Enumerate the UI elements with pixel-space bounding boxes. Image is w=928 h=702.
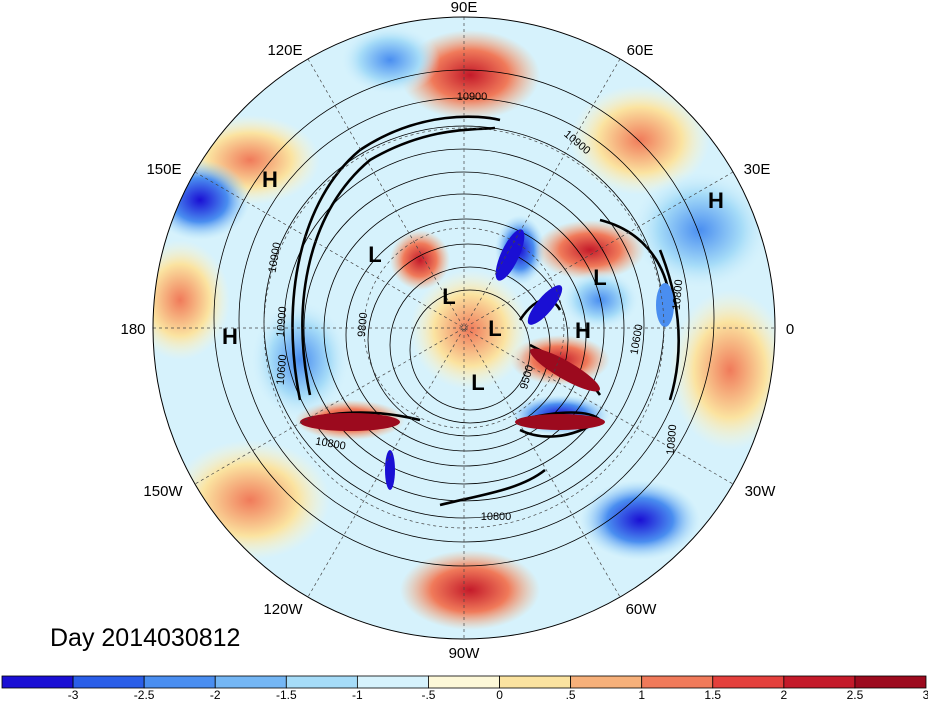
colorbar-swatch [641, 675, 714, 689]
contour-label: 9800 [356, 312, 370, 337]
lon-label-180: 180 [120, 321, 145, 338]
contour-label: 10800 [481, 511, 512, 523]
colorbar-tick-label: 1.5 [704, 688, 721, 702]
colorbar-swatch [570, 675, 643, 689]
colorbar-swatch [1, 675, 74, 689]
colorbar-swatch [428, 675, 500, 689]
colorbar-swatch [854, 675, 927, 689]
colorbar-tick-label: -2 [210, 688, 221, 702]
colorbar-tick-label: -2.5 [134, 688, 155, 702]
colorbar-swatch [72, 675, 145, 689]
colorbar-swatch [356, 675, 429, 689]
lon-label-30w: 30W [745, 483, 777, 500]
contour-label: 10600 [628, 323, 645, 355]
colorbar-tick-label: -1.5 [276, 688, 297, 702]
lon-label-60w: 60W [626, 601, 658, 618]
high-marker: H [262, 167, 278, 192]
low-marker: L [368, 242, 381, 267]
colorbar-tick-label: -.5 [421, 688, 435, 702]
colorbar-swatch [143, 675, 216, 689]
graticule [153, 17, 775, 639]
lon-label-120e: 120E [267, 42, 302, 59]
contour-label: 10800 [314, 435, 346, 452]
high-marker: H [575, 318, 591, 343]
longitude-labels: 90E 60E 30E 0 30W 60W 90W 120W 150W 180 … [120, 0, 794, 662]
low-marker: L [593, 265, 606, 290]
lon-label-0: 0 [786, 321, 794, 338]
contour-label: 10900 [266, 241, 283, 273]
colorbar-swatch [214, 675, 287, 689]
contour-label: 10900 [457, 91, 488, 103]
contour-label: 10800 [665, 424, 680, 456]
lon-label-90e: 90E [451, 0, 478, 16]
colorbar-swatch [783, 675, 856, 689]
low-marker: L [488, 316, 501, 341]
colorbar-swatch [499, 675, 572, 689]
colorbar: -3 -2.5 -2 -1.5 -1 -.5 0 .5 1 1.5 2 2.5 3 [1, 675, 928, 702]
contour-label: 10600 [275, 354, 290, 386]
lon-label-30e: 30E [744, 161, 771, 178]
high-marker: H [222, 324, 238, 349]
colorbar-tick-label: 2.5 [847, 688, 864, 702]
high-marker: H [708, 188, 724, 213]
colorbar-tick-label: .5 [566, 688, 576, 702]
colorbar-swatch [712, 675, 785, 689]
contour-label: 10900 [275, 306, 290, 338]
colorbar-tick-label: 1 [638, 688, 645, 702]
colorbar-tick-label: 3 [923, 688, 928, 702]
colorbar-tick-label: -3 [68, 688, 79, 702]
low-marker: L [471, 370, 484, 395]
lon-label-120w: 120W [263, 601, 303, 618]
day-label: Day 2014030812 [50, 624, 240, 652]
lon-label-150e: 150E [146, 161, 181, 178]
lon-label-90w: 90W [449, 645, 481, 662]
colorbar-tick-label: 2 [781, 688, 788, 702]
colorbar-tick-label: -1 [352, 688, 363, 702]
pressure-systems: H H H H L L L L L [222, 167, 724, 395]
map-boundary [152, 16, 776, 640]
low-marker: L [442, 284, 455, 309]
lon-label-60e: 60E [627, 42, 654, 59]
lon-label-150w: 150W [143, 483, 183, 500]
colorbar-tick-label: 0 [496, 688, 503, 702]
contour-label: 10800 [671, 279, 686, 311]
jet-cores [300, 229, 674, 490]
colorbar-swatch [285, 675, 358, 689]
